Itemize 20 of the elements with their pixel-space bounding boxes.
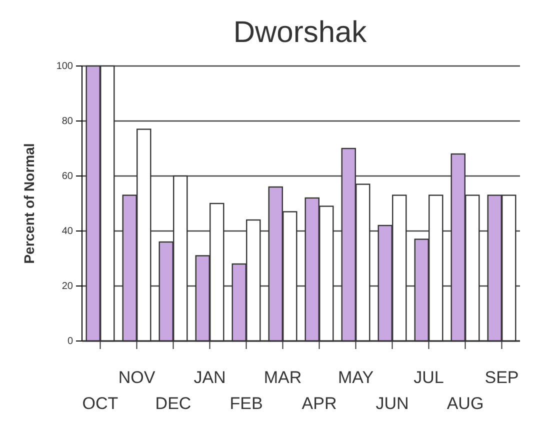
y-tick-label: 20 — [62, 281, 74, 292]
x-tick-label: JUL — [414, 368, 444, 387]
x-tick-label: NOV — [118, 368, 156, 387]
y-tick-label: 40 — [62, 226, 74, 238]
y-tick-label: 0 — [67, 336, 74, 348]
x-tick-label: MAY — [338, 368, 374, 387]
y-tick-label: 60 — [62, 171, 74, 182]
x-tick-label: JAN — [194, 368, 226, 387]
x-tick-label: FEB — [230, 394, 263, 413]
x-tick-label: MAR — [264, 368, 302, 387]
x-tick-label: OCT — [82, 394, 118, 413]
x-tick-label: JUN — [376, 394, 409, 413]
y-tick-label: 80 — [62, 116, 74, 128]
x-tick-label: APR — [302, 394, 337, 413]
x-tick-label: AUG — [446, 394, 484, 413]
chart-title: Dworshak — [233, 16, 368, 49]
y-tick-label: 100 — [56, 61, 74, 72]
y-axis-title: Percent of Normal — [21, 143, 37, 264]
x-tick-label: DEC — [155, 394, 192, 413]
x-tick-label: SEP — [484, 368, 519, 387]
